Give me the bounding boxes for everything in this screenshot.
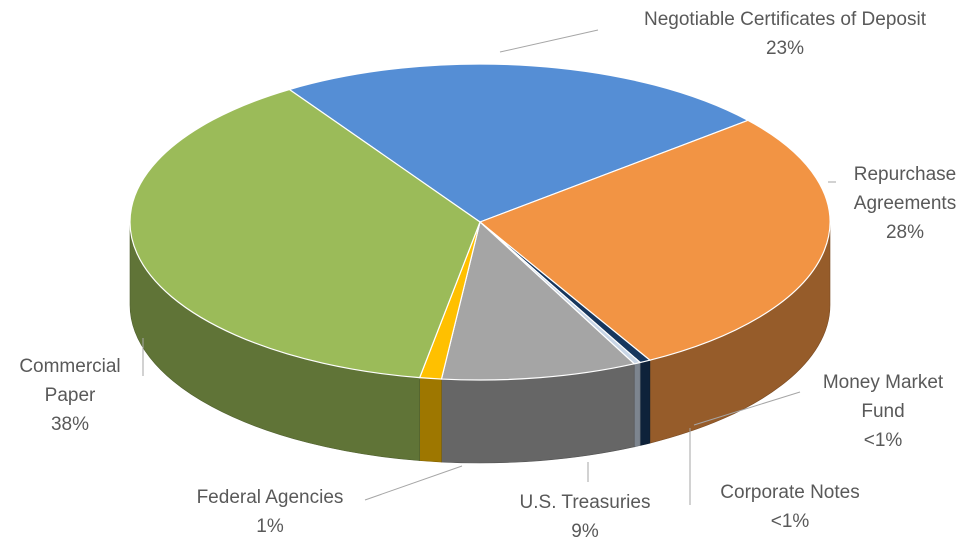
data-label: Corporate Notes <1%: [690, 478, 890, 536]
data-label: Commercial Paper 38%: [0, 352, 140, 439]
leader-line: [693, 391, 801, 426]
slice: [129, 88, 481, 379]
slice: [440, 220, 636, 381]
data-label: U.S. Treasuries 9%: [480, 488, 690, 545]
category-label: Commercial Paper: [19, 356, 121, 406]
data-label: Federal Agencies 1%: [175, 483, 365, 541]
data-label: Negotiable Certificates of Deposit 23%: [600, 5, 970, 63]
value-label: 9%: [571, 521, 599, 542]
category-label: Money Market Fund: [822, 372, 944, 422]
value-label: 38%: [50, 414, 90, 435]
value-label: 1%: [256, 516, 284, 537]
slice: [288, 63, 750, 223]
category-label: Negotiable Certificates of Deposit: [644, 9, 926, 30]
leader-line: [499, 29, 599, 53]
category-label: Corporate Notes: [720, 482, 860, 503]
slice-side: [633, 362, 641, 448]
value-label: <1%: [863, 430, 903, 451]
value-label: <1%: [770, 511, 810, 532]
category-label: U.S. Treasuries: [519, 492, 651, 513]
leader-line: [364, 465, 463, 501]
slice-side: [419, 377, 442, 463]
data-label: Repurchase Agreements 28%: [835, 160, 975, 247]
category-label: Repurchase Agreements: [853, 164, 957, 214]
data-label: Money Market Fund <1%: [808, 368, 958, 455]
slice: [478, 119, 831, 361]
category-label: Federal Agencies: [196, 487, 344, 508]
value-label: 28%: [885, 222, 925, 243]
value-label: 23%: [765, 38, 805, 59]
slice-side: [639, 359, 651, 446]
